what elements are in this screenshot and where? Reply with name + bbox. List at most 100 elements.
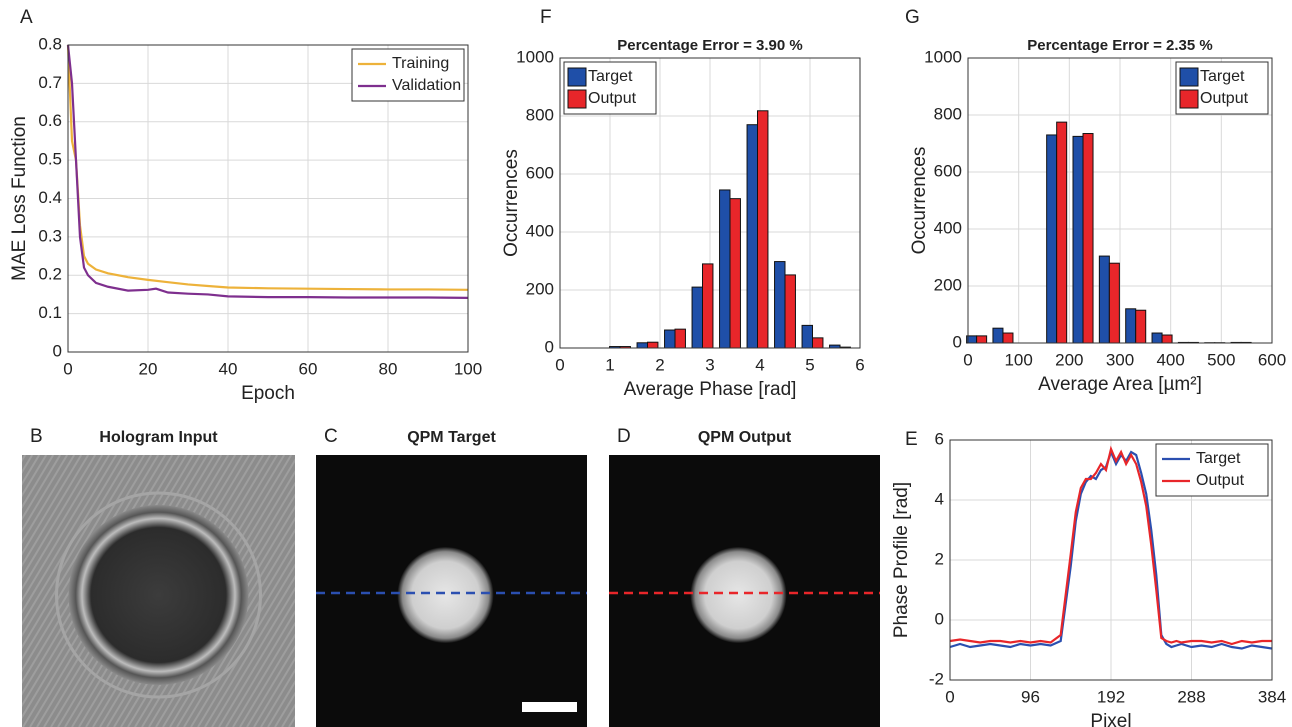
legend-label: Target: [588, 68, 633, 85]
y-axis-label: MAE Loss Function: [9, 116, 30, 281]
x-tick-label: 6: [855, 355, 864, 374]
y-tick-label: 0: [935, 609, 944, 628]
x-tick-label: 3: [705, 355, 714, 374]
x-axis-label: Average Phase [rad]: [624, 379, 797, 400]
axes-frame: [559, 57, 861, 349]
line-series: [949, 445, 1272, 646]
y-tick-label: 0.1: [38, 303, 62, 322]
bar: [812, 337, 824, 349]
x-tick-label: 40: [219, 359, 238, 378]
y-tick-label: 200: [934, 275, 962, 294]
fringe: [22, 455, 90, 568]
fringe: [22, 455, 125, 626]
bar: [801, 324, 813, 349]
y-tick-label: 600: [526, 163, 554, 182]
y-tick-label: 800: [934, 104, 962, 123]
panel-label: E: [905, 429, 918, 450]
image-title: QPM Output: [698, 429, 792, 446]
legend-swatch: [1179, 67, 1199, 87]
fringe: [22, 455, 27, 463]
legend-swatch: [1179, 89, 1199, 109]
chart-title: Percentage Error = 2.35 %: [1027, 37, 1213, 54]
y-tick-label: 400: [934, 218, 962, 237]
bar: [1151, 332, 1163, 344]
cell: [690, 547, 787, 643]
cell: [68, 505, 249, 685]
axes-frame: [967, 57, 1273, 344]
x-tick-label: 2: [655, 355, 664, 374]
bar: [1072, 135, 1084, 344]
y-tick-label: 4: [935, 489, 944, 508]
fringe: [22, 455, 55, 509]
x-tick-label: 0: [945, 687, 954, 706]
legend-label: Target: [1200, 68, 1245, 85]
scale-bar: [522, 702, 577, 712]
bar: [1108, 262, 1120, 344]
bar: [1082, 133, 1094, 344]
bar: [784, 274, 796, 349]
y-axis-label: Occurrences: [501, 149, 522, 257]
y-tick-label: 800: [526, 105, 554, 124]
x-tick-label: 192: [1097, 687, 1125, 706]
fringe: [253, 656, 295, 727]
fringe: [225, 610, 295, 727]
x-tick-label: 200: [1055, 350, 1083, 369]
fringe: [246, 645, 295, 727]
x-tick-label: 500: [1207, 350, 1235, 369]
fringe: [22, 455, 118, 614]
x-tick-label: 60: [299, 359, 318, 378]
bar: [636, 342, 648, 349]
fringe: [239, 633, 295, 727]
panel-label: A: [20, 7, 33, 28]
y-tick-label: 0.4: [38, 188, 62, 207]
fringe: [232, 621, 295, 727]
bar: [674, 328, 686, 349]
y-tick-label: 1000: [924, 47, 962, 66]
x-tick-label: 288: [1177, 687, 1205, 706]
bar: [1098, 255, 1110, 344]
panel-label: D: [617, 426, 631, 447]
panel-label: C: [324, 426, 338, 447]
fringe: [211, 586, 295, 727]
bar: [746, 124, 758, 349]
fringe: [190, 551, 295, 727]
y-tick-label: 0.5: [38, 150, 62, 169]
x-tick-label: 4: [755, 355, 764, 374]
fringe: [22, 455, 69, 533]
fringe: [22, 455, 83, 556]
x-tick-label: 400: [1156, 350, 1184, 369]
y-tick-label: 0.7: [38, 73, 62, 92]
legend-swatch: [567, 89, 587, 109]
bar: [664, 329, 676, 349]
legend-label: Validation: [392, 77, 461, 94]
bar: [976, 335, 988, 344]
y-tick-label: 2: [935, 549, 944, 568]
y-tick-label: 6: [935, 429, 944, 448]
legend-swatch: [567, 67, 587, 87]
x-axis-label: Epoch: [241, 383, 295, 404]
y-tick-label: 1000: [516, 47, 554, 66]
bar: [1135, 309, 1147, 344]
x-tick-label: 5: [805, 355, 814, 374]
y-tick-label: 0: [53, 341, 62, 360]
fringe: [22, 455, 62, 521]
fringe: [0, 455, 18, 727]
bar: [1056, 121, 1068, 344]
line-series: [66, 44, 469, 299]
cell: [397, 547, 494, 643]
axes-frame: [949, 439, 1273, 681]
legend-box: [1155, 443, 1269, 497]
x-tick-label: 0: [555, 355, 564, 374]
legend-label: Output: [588, 90, 637, 107]
panel-label: G: [905, 7, 920, 28]
legend-label: Output: [1200, 90, 1249, 107]
panel-label: F: [540, 7, 552, 28]
fringe: [204, 575, 295, 727]
image-title: QPM Target: [407, 429, 496, 446]
x-tick-label: 20: [139, 359, 158, 378]
legend-label: Training: [392, 55, 449, 72]
x-tick-label: 0: [963, 350, 972, 369]
bar: [691, 286, 703, 349]
x-tick-label: 100: [454, 359, 482, 378]
bar: [647, 341, 659, 349]
